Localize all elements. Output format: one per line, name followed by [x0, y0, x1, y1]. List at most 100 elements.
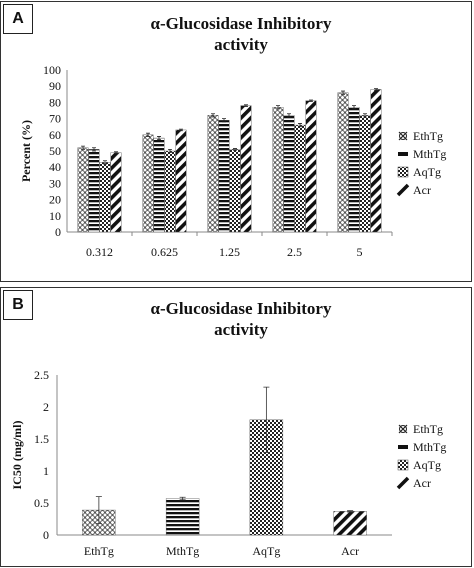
chart-a-bar-EthTg [272, 107, 284, 233]
chart-a-errorbar [211, 113, 215, 118]
chart-a-bar-AqTg [99, 162, 111, 233]
chart-a-bar-EthTg [77, 147, 89, 233]
chart-a-legend-label: AqTg [413, 165, 441, 179]
chart-a-bar-AqTg [229, 149, 241, 233]
chart-a-errorbar [114, 151, 118, 154]
chart-a-bar-MthTg [153, 137, 165, 233]
chart-a-errorbar [157, 136, 161, 141]
chart-a-xtick-label: 0.625 [151, 245, 178, 259]
chart-b-ytick-label: 2.5 [34, 368, 49, 382]
chart-a-ytick-label: 50 [49, 144, 61, 158]
chart-a-bar-Acr [370, 89, 382, 233]
chart-a-ytick-label: 30 [49, 176, 61, 190]
chart-a-bar-Acr [240, 105, 252, 233]
chart-a-errorbar [309, 99, 313, 102]
chart-a-legend-label: MthTg [413, 147, 446, 161]
chart-a-legend-swatch-MthTg [398, 152, 408, 156]
panel-a-title-line2: activity [214, 35, 268, 54]
chart-b-xtick-label: AqTg [252, 544, 280, 558]
chart-a: 0 10 20 30 40 50 60 70 80 90 100 Percent (%) 0.312 0.… [19, 63, 446, 259]
chart-b-legend-label: EthTg [413, 422, 443, 436]
chart-a-bar-Acr [110, 152, 122, 233]
chart-a-xtick-label: 0.312 [86, 245, 113, 259]
chart-b-bar-Acr [333, 511, 367, 536]
chart-a-legend-swatch-EthTg-ring [399, 132, 407, 140]
chart-a-ytick-label: 40 [49, 160, 61, 174]
chart-b-errorbar [95, 496, 102, 524]
chart-b-ytick-label: 1 [43, 464, 49, 478]
chart-a-errorbar [146, 132, 150, 137]
chart-a-bar-EthTg [207, 115, 219, 233]
chart-a-ytick-label: 60 [49, 128, 61, 142]
chart-a-errorbar [276, 105, 280, 110]
panel-b: B α-Glucosidase Inhibitory activity [0, 287, 472, 567]
chart-a-bar-EthTg [337, 92, 349, 233]
chart-b: 0 0.5 1 1.5 2 2.5 IC50 (mg/ml) EthTg MthTg AqTg Ac… [10, 368, 446, 558]
chart-a-bar-MthTg [88, 149, 100, 233]
chart-a-ytick-label: 70 [49, 112, 61, 126]
chart-a-xtick-label: 5 [357, 245, 363, 259]
chart-a-bar-AqTg [164, 150, 176, 233]
chart-b-legend-swatch-MthTg [398, 445, 408, 449]
chart-a-ytick-label: 90 [49, 79, 61, 93]
chart-a-bar-MthTg [348, 107, 360, 233]
chart-a-legend-swatch-AqTg [397, 166, 409, 178]
chart-a-errorbar [287, 113, 291, 118]
chart-a-errorbar [168, 148, 172, 154]
chart-a-errorbar [233, 148, 237, 151]
chart-b-legend-swatch-EthTg-ring [399, 425, 407, 433]
chart-b-ytick-label: 2 [43, 400, 49, 414]
chart-a-bar-Acr [305, 100, 317, 233]
chart-b-ylabel: IC50 (mg/ml) [10, 421, 24, 490]
chart-b-bar-MthTg [165, 498, 200, 536]
chart-a-xtick-label: 1.25 [219, 245, 240, 259]
chart-b-errorbar [179, 496, 186, 501]
chart-a-bar-MthTg [218, 120, 230, 233]
chart-a-errorbar [244, 104, 248, 107]
panel-b-title-line2: activity [214, 320, 268, 339]
chart-a-errorbar [81, 145, 85, 150]
chart-b-ytick-label: 0 [43, 528, 49, 542]
chart-a-ytick-label: 10 [49, 209, 61, 223]
chart-a-bar-Acr [175, 129, 187, 233]
chart-a-bar-AqTg [359, 115, 371, 233]
chart-a-legend-label: EthTg [413, 129, 443, 143]
chart-a-errorbar [363, 113, 367, 118]
chart-b-xtick-label: MthTg [166, 544, 199, 558]
chart-a-bar-AqTg [294, 124, 306, 233]
panel-a-title-line1: α-Glucosidase Inhibitory [150, 14, 332, 33]
chart-a-legend-label: Acr [413, 183, 431, 197]
chart-a-errorbar [352, 105, 356, 110]
chart-a-errorbar [341, 90, 345, 95]
chart-a-bar-EthTg [142, 134, 154, 233]
chart-a-legend-swatch-Acr [396, 183, 410, 197]
chart-b-legend-swatch-AqTg [397, 459, 409, 471]
chart-b-xtick-label: EthTg [84, 544, 114, 558]
chart-b-legend-label: MthTg [413, 440, 446, 454]
panel-b-label: B [3, 290, 33, 320]
chart-b-legend-label: AqTg [413, 458, 441, 472]
chart-b-ytick-label: 0.5 [34, 496, 49, 510]
chart-a-errorbar [222, 118, 226, 123]
panel-b-title-line1: α-Glucosidase Inhibitory [150, 299, 332, 318]
chart-b-legend-label: Acr [413, 476, 431, 490]
chart-a-ytick-label: 0 [55, 225, 61, 239]
chart-a-errorbar [179, 128, 183, 132]
chart-a-ylabel: Percent (%) [19, 120, 33, 182]
chart-a-bar-MthTg [283, 115, 295, 233]
chart-a-ytick-label: 100 [43, 63, 61, 77]
chart-a-ytick-label: 80 [49, 95, 61, 109]
chart-a-xtick-label: 2.5 [287, 245, 302, 259]
chart-a-errorbar [298, 123, 302, 128]
chart-b-errorbar [263, 386, 270, 453]
chart-a-errorbar [374, 88, 378, 91]
chart-a-errorbar [92, 147, 96, 152]
panel-a: A α-Glucosidase Inhibitory activity [0, 1, 472, 282]
panel-a-label: A [3, 4, 33, 34]
chart-b-ytick-label: 1.5 [34, 432, 49, 446]
chart-a-errorbar [103, 160, 107, 165]
chart-b-errorbar [347, 510, 354, 513]
chart-a-ytick-label: 20 [49, 193, 61, 207]
chart-b-xtick-label: Acr [341, 544, 359, 558]
